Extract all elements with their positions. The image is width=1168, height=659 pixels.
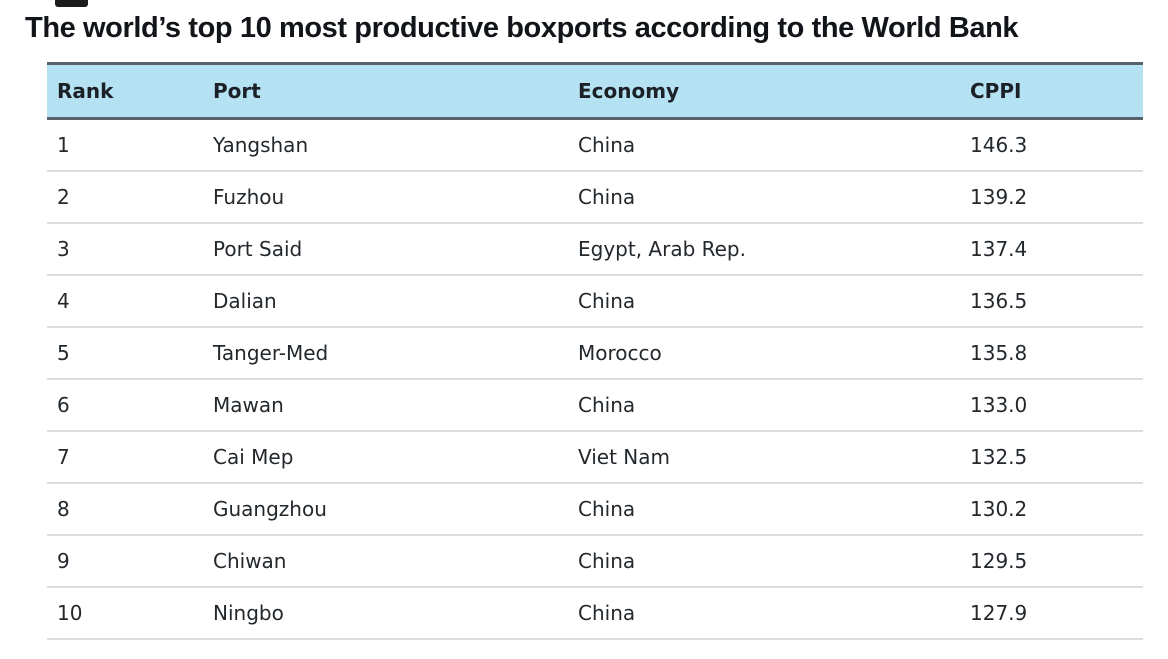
cell-economy: Morocco — [578, 341, 662, 365]
cell-cppi: 136.5 — [970, 289, 1028, 313]
cell-port: Guangzhou — [213, 497, 327, 521]
cell-economy: China — [578, 185, 636, 209]
cell-cppi: 135.8 — [970, 341, 1028, 365]
cell-rank: 1 — [57, 133, 70, 157]
cell-port: Cai Mep — [213, 445, 294, 469]
cell-economy: Egypt, Arab Rep. — [578, 237, 746, 261]
cell-rank: 4 — [57, 289, 70, 313]
top-edge-artifact — [55, 0, 88, 7]
cell-rank: 9 — [57, 549, 70, 573]
cell-port: Port Said — [213, 237, 303, 261]
cell-cppi: 139.2 — [970, 185, 1028, 209]
cell-economy: China — [578, 133, 636, 157]
cell-rank: 5 — [57, 341, 70, 365]
cell-port: Dalian — [213, 289, 277, 313]
page-title: The world’s top 10 most productive boxpo… — [25, 12, 1019, 44]
cell-economy: China — [578, 601, 636, 625]
table-row: 3 Port Said Egypt, Arab Rep. 137.4 — [47, 224, 1143, 276]
cell-cppi: 133.0 — [970, 393, 1028, 417]
column-header-port: Port — [213, 79, 261, 103]
cell-port: Yangshan — [213, 133, 309, 157]
table-row: 10 Ningbo China 127.9 — [47, 588, 1143, 640]
cell-cppi: 129.5 — [970, 549, 1028, 573]
cell-rank: 6 — [57, 393, 70, 417]
cell-economy: China — [578, 289, 636, 313]
cell-cppi: 137.4 — [970, 237, 1028, 261]
table-row: 2 Fuzhou China 139.2 — [47, 172, 1143, 224]
table-row: 6 Mawan China 133.0 — [47, 380, 1143, 432]
cell-rank: 7 — [57, 445, 70, 469]
column-header-cppi: CPPI — [970, 79, 1022, 103]
table-row: 5 Tanger-Med Morocco 135.8 — [47, 328, 1143, 380]
cell-port: Mawan — [213, 393, 284, 417]
cell-economy: China — [578, 549, 636, 573]
boxports-table: Rank Port Economy CPPI 1 Yangshan China … — [47, 62, 1143, 640]
cell-port: Fuzhou — [213, 185, 285, 209]
cell-economy: China — [578, 393, 636, 417]
cell-rank: 10 — [57, 601, 83, 625]
cell-port: Tanger-Med — [213, 341, 329, 365]
cell-cppi: 127.9 — [970, 601, 1028, 625]
cell-cppi: 132.5 — [970, 445, 1028, 469]
table-row: 7 Cai Mep Viet Nam 132.5 — [47, 432, 1143, 484]
cell-port: Chiwan — [213, 549, 287, 573]
cell-economy: China — [578, 497, 636, 521]
table-header-row: Rank Port Economy CPPI — [47, 62, 1143, 120]
cell-rank: 3 — [57, 237, 70, 261]
column-header-economy: Economy — [578, 79, 680, 103]
cell-cppi: 146.3 — [970, 133, 1028, 157]
table-row: 9 Chiwan China 129.5 — [47, 536, 1143, 588]
cell-cppi: 130.2 — [970, 497, 1028, 521]
cell-rank: 2 — [57, 185, 70, 209]
cell-rank: 8 — [57, 497, 70, 521]
table-row: 8 Guangzhou China 130.2 — [47, 484, 1143, 536]
table-row: 1 Yangshan China 146.3 — [47, 120, 1143, 172]
table-row: 4 Dalian China 136.5 — [47, 276, 1143, 328]
cell-port: Ningbo — [213, 601, 284, 625]
cell-economy: Viet Nam — [578, 445, 671, 469]
column-header-rank: Rank — [57, 79, 114, 103]
